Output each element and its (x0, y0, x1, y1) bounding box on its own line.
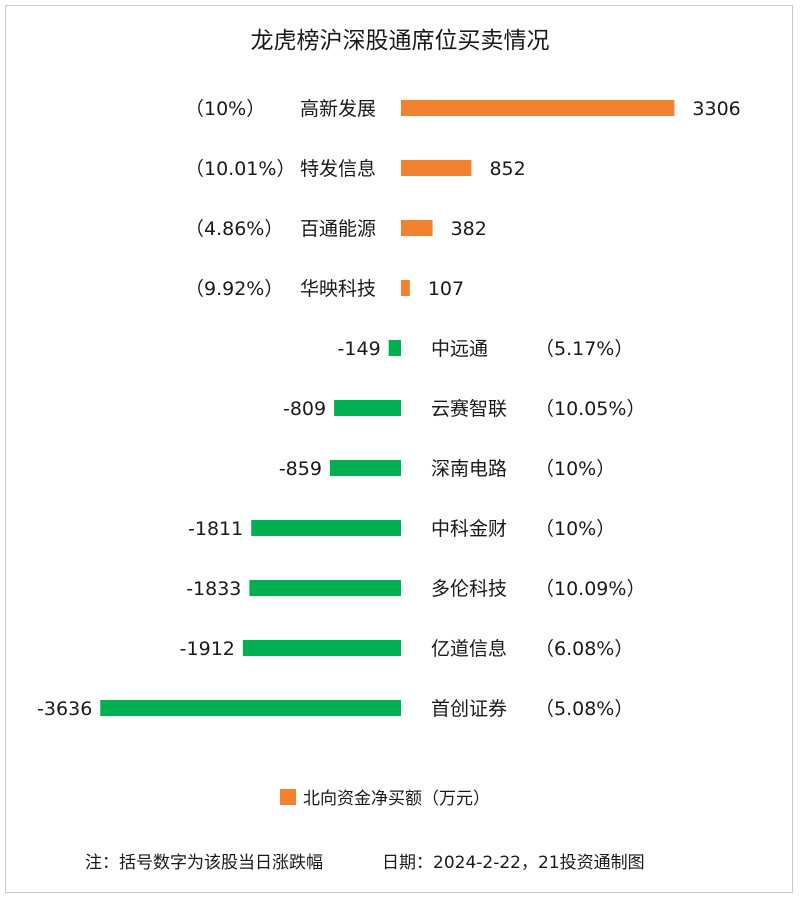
value-label: -1833 (186, 578, 241, 600)
change-label: （6.08%） (535, 638, 633, 660)
category-label: 特发信息 (300, 158, 376, 180)
category-label: 高新发展 (300, 98, 376, 120)
category-label: 中科金财 (431, 518, 507, 540)
category-label: 华映科技 (300, 278, 376, 300)
value-label: -859 (279, 458, 322, 480)
value-label: 382 (451, 218, 487, 240)
value-label: -149 (338, 338, 381, 360)
footer-source: 日期：2024-2-22，21投资通制图 (382, 853, 645, 873)
change-label: （10%） (535, 518, 615, 540)
chart-title: 龙虎榜沪深股通席位买卖情况 (251, 28, 550, 54)
category-label: 首创证券 (431, 698, 507, 720)
legend: 北向资金净买额（万元） (280, 789, 490, 809)
chart-rows: 3306 高新发展 （10%） 852 特发信息（10.01%） 382 百通能源 （4.86… (37, 98, 741, 720)
chart-frame (5, 5, 793, 893)
bar-positive (401, 280, 410, 296)
change-label: （9.92%） (185, 278, 283, 300)
change-label: （10.05%） (535, 398, 645, 420)
value-label: 3306 (692, 98, 740, 120)
change-label: （10%） (185, 98, 265, 120)
category-label: 亿道信息 (431, 638, 507, 660)
bar-negative (334, 400, 401, 416)
legend-swatch (280, 789, 296, 805)
change-label: （10.09%） (535, 578, 645, 600)
bar-negative (329, 460, 401, 476)
change-label: （5.17%） (535, 338, 633, 360)
value-label: -1912 (180, 638, 235, 660)
category-label: 百通能源 (300, 218, 376, 240)
change-label: （10.01%） (185, 158, 295, 180)
category-label: 中远通 (431, 338, 488, 360)
category-label: 多伦科技 (431, 578, 507, 600)
change-label: （4.86%） (185, 218, 283, 240)
bar-positive (401, 160, 472, 176)
bar-negative (388, 340, 401, 356)
change-label: （5.08%） (535, 698, 633, 720)
legend-label: 北向资金净买额（万元） (303, 789, 490, 809)
category-label: 深南电路 (431, 458, 507, 480)
bar-negative (242, 640, 401, 656)
value-label: -809 (283, 398, 326, 420)
bar-negative (100, 700, 402, 716)
footer-note: 注：括号数字为该股当日涨跌幅 (85, 853, 323, 873)
change-label: （10%） (535, 458, 615, 480)
value-label: 107 (428, 278, 464, 300)
value-label: -1811 (188, 518, 243, 540)
bar-positive (401, 220, 433, 236)
value-label: -3636 (37, 698, 92, 720)
bar-negative (249, 580, 401, 596)
bar-negative (251, 520, 401, 536)
value-label: 852 (489, 158, 525, 180)
bar-positive (401, 100, 675, 116)
category-label: 云赛智联 (431, 398, 507, 420)
